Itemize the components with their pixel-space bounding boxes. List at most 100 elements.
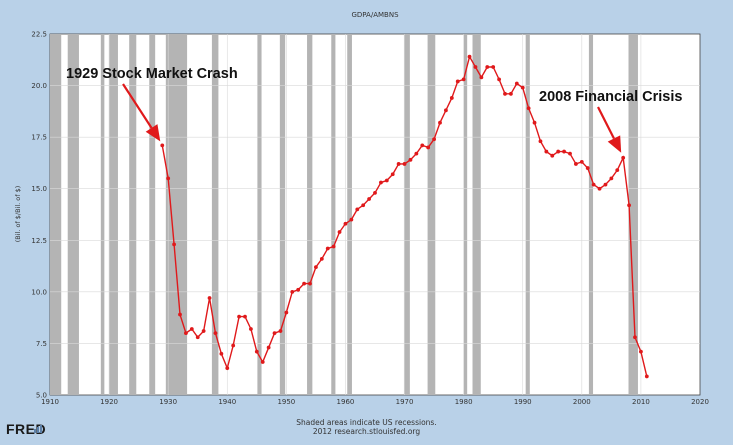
data-point-1959 [337,230,342,234]
recession-band-3 [109,34,118,395]
y-tick-label-6: 20.0 [31,82,47,90]
data-point-1999 [574,162,578,166]
x-tick-label-7: 1980 [455,398,473,406]
data-point-1960 [343,221,348,226]
x-tick-label-8: 1990 [514,398,532,406]
data-point-1988 [509,91,513,96]
annotation-2008-crisis: 2008 Financial Crisis [539,89,682,105]
recession-band-18 [588,34,594,395]
source-note: 2012 research.stlouisfed.org [312,427,421,436]
data-point-1942 [237,314,241,319]
data-point-1991 [526,106,531,111]
recession-band-10 [307,34,313,395]
x-tick-label-3: 1940 [218,398,236,406]
data-point-2001 [585,166,590,170]
arrow-2008-shaft [597,106,615,139]
recession-band-11 [331,34,336,395]
y-tick-label-0: 5.0 [36,392,47,400]
data-point-1932 [178,312,182,317]
recession-band-19 [628,34,638,395]
data-point-1935 [195,335,200,340]
data-point-1944 [249,327,253,331]
data-point-1961 [349,217,354,222]
recession-band-8 [257,34,262,395]
data-point-1964 [367,197,371,201]
fred-graph-icon [34,425,42,433]
data-point-2008 [627,203,631,208]
data-point-1943 [243,314,247,319]
data-point-1956 [319,256,324,261]
data-point-1993 [538,139,543,144]
data-point-1952 [296,287,301,292]
y-tick-label-1: 7.5 [36,340,47,348]
data-point-1973 [420,143,425,148]
data-point-2007 [621,155,626,160]
data-point-1938 [213,331,218,336]
arrow-1929-shaft [122,83,153,129]
y-tick-label-4: 15.0 [31,185,47,193]
recession-band-9 [279,34,286,395]
data-point-1957 [325,246,330,251]
data-point-1985 [491,65,496,69]
data-point-1996 [556,149,561,154]
data-point-1948 [272,331,277,336]
recession-band-2 [100,34,105,395]
recession-band-15 [463,34,468,395]
recession-band-13 [403,34,410,395]
x-tick-label-11: 2020 [691,398,709,406]
x-tick-label-1: 1920 [100,398,118,406]
recession-band-16 [472,34,481,395]
data-point-2002 [591,182,596,187]
fred-logo: FRED [6,421,47,437]
annotation-1929-crash: 1929 Stock Market Crash [66,66,238,82]
y-tick-label-2: 10.0 [31,288,47,296]
data-point-1979 [455,79,460,84]
x-tick-label-5: 1960 [337,398,355,406]
x-tick-label-0: 1910 [41,398,59,406]
data-point-2010 [639,349,643,354]
data-point-1990 [520,85,525,90]
data-point-1941 [231,343,236,348]
recession-band-4 [129,34,137,395]
data-point-2006 [615,168,620,173]
recession-bands [50,34,638,395]
data-point-1974 [426,145,431,150]
y-tick-label-3: 12.5 [31,237,47,245]
data-point-1967 [384,178,389,183]
data-point-1954 [308,281,312,286]
data-point-1934 [189,327,194,331]
data-point-1975 [432,137,436,142]
data-point-1951 [290,289,295,294]
data-point-1936 [201,329,206,333]
data-point-1970 [402,162,407,166]
data-point-1978 [449,96,454,100]
data-point-1949 [278,329,283,333]
data-point-1980 [461,77,466,82]
arrow-1929-head [145,124,161,142]
chart-title: GDPA/AMBNS [351,11,399,19]
data-point-1977 [444,108,448,113]
data-point-1995 [550,153,555,158]
y-tick-label-7: 22.5 [31,31,47,39]
recession-band-12 [347,34,352,395]
recession-band-0 [50,34,62,395]
grid-lines [50,34,700,395]
data-point-1958 [331,244,336,249]
data-point-1976 [438,120,442,125]
data-point-1931 [172,242,176,247]
axis-ticks: 5.0 7.5 10.0 12.5 15.0 17.5 20.0 22.5 1910 1920 19… [31,31,709,407]
x-tick-label-9: 2000 [573,398,591,406]
data-point-1969 [396,162,401,166]
data-point-1953 [302,281,306,286]
data-point-1997 [562,149,566,154]
x-tick-label-2: 1930 [159,398,177,406]
recession-band-5 [149,34,156,395]
x-tick-label-4: 1950 [277,398,295,406]
data-point-1940 [225,366,230,371]
y-axis-label: (Bil. of $/Bil. of $) [14,186,22,243]
arrow-2008-head [607,135,622,153]
data-point-1982 [473,65,478,69]
data-point-1965 [373,190,377,195]
recession-band-1 [67,34,79,395]
y-tick-label-5: 17.5 [31,134,47,142]
